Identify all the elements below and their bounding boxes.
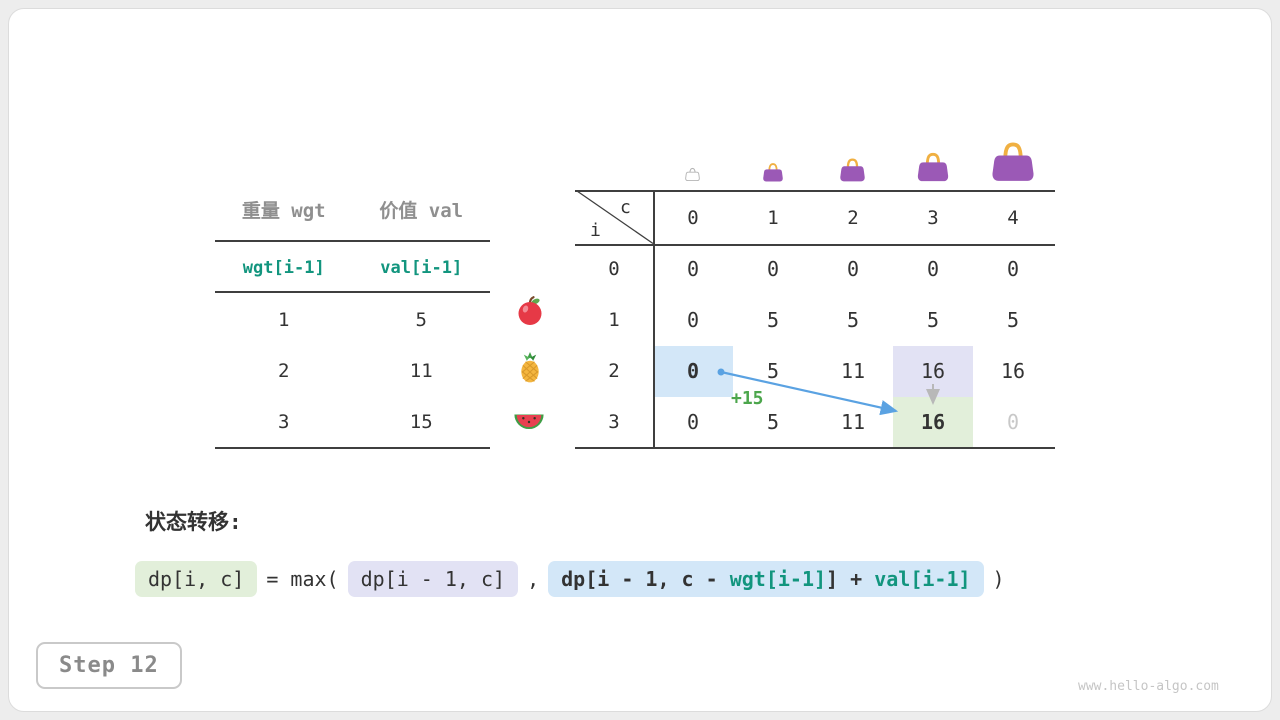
dp-table-line-bottom	[575, 447, 1055, 449]
item-val: 15	[409, 411, 433, 433]
items-table-row-1: 1 5	[215, 302, 490, 338]
item-wgt: 1	[278, 309, 290, 331]
dp-corner-row-var: i	[590, 220, 601, 241]
formula-arg-keep: dp[i - 1, c]	[347, 561, 519, 597]
dp-cell: 11	[840, 410, 866, 434]
dp-cell: 5	[846, 308, 860, 332]
formula-equals-max: = max(	[266, 567, 339, 591]
dp-row-header: 2	[608, 360, 620, 382]
dp-highlight-current-cell	[893, 397, 973, 448]
formula-arg-take: dp[i - 1, c - wgt[i-1]] + val[i-1]	[548, 561, 984, 597]
items-header-value: 价值 val	[379, 200, 464, 222]
formula-lhs: dp[i, c]	[135, 561, 258, 597]
items-table-code-row: wgt[i-1] val[i-1]	[215, 250, 490, 286]
items-table-header: 重量 wgt 价值 val	[215, 193, 490, 229]
dp-col-header: 3	[927, 207, 939, 229]
dp-cell: 0	[1006, 257, 1020, 281]
dp-table-line-vertical	[653, 190, 655, 448]
dp-cell: 5	[1006, 308, 1020, 332]
bag-icon-4	[990, 140, 1036, 182]
formula-arg-take-part3: ] +	[826, 567, 875, 591]
items-table-row-3: 3 15	[215, 404, 490, 440]
items-table-line-mid	[215, 291, 490, 293]
dp-row-header: 3	[608, 411, 620, 433]
item-wgt: 3	[278, 411, 290, 433]
items-code-wgt: wgt[i-1]	[242, 258, 325, 278]
bag-icon-3	[916, 151, 950, 182]
formula-close-paren: )	[992, 567, 1005, 591]
dp-cell-pending: 0	[1006, 410, 1020, 434]
item-val: 11	[409, 360, 433, 382]
dp-cell: 5	[766, 410, 780, 434]
apple-icon	[514, 295, 546, 327]
step-badge: Step 12	[36, 642, 182, 689]
dp-col-header: 4	[1007, 207, 1019, 229]
items-table-row-2: 2 11	[215, 353, 490, 389]
dp-cell: 11	[840, 359, 866, 383]
dp-cell-current: 16	[920, 410, 946, 434]
dp-row-1: 0 5 5 5 5	[653, 295, 1053, 346]
state-transition-label: 状态转移:	[145, 510, 242, 534]
dp-cell: 0	[846, 257, 860, 281]
dp-cell: 16	[1000, 359, 1026, 383]
dp-table-line-top	[575, 190, 1055, 192]
dp-cell: 0	[686, 257, 700, 281]
items-header-weight: 重量 wgt	[241, 200, 326, 222]
bag-icon-1	[762, 162, 784, 182]
formula-arg-take-wgt: wgt[i-1]	[729, 567, 827, 591]
dp-cell-above: 16	[920, 359, 946, 383]
dp-row-header: 0	[608, 258, 620, 280]
formula-arg-take-part1: dp[i - 1, c -	[561, 567, 730, 591]
pineapple-icon	[514, 352, 546, 384]
item-val: 5	[415, 309, 427, 331]
dp-row-header: 1	[608, 309, 620, 331]
items-table-line-top	[215, 240, 490, 242]
items-table-line-bottom	[215, 447, 490, 449]
dp-table-line-header	[575, 244, 1055, 246]
formula-arg-take-val: val[i-1]	[874, 567, 971, 591]
dp-cell: 0	[766, 257, 780, 281]
dp-col-header: 1	[767, 207, 779, 229]
dp-col-header: 2	[847, 207, 859, 229]
item-wgt: 2	[278, 360, 290, 382]
items-code-val: val[i-1]	[380, 258, 463, 278]
dp-cell-source: 0	[686, 359, 700, 383]
dp-row-3: 0 5 11 16 0	[653, 397, 1053, 448]
dp-cell: 5	[926, 308, 940, 332]
formula-separator: ,	[527, 567, 540, 591]
site-watermark: www.hello-algo.com	[1078, 679, 1219, 694]
transition-formula: dp[i, c] = max( dp[i - 1, c] , dp[i - 1,…	[135, 561, 1005, 597]
dp-row-0: 0 0 0 0 0	[653, 244, 1053, 295]
dp-col-headers: 0 1 2 3 4	[653, 193, 1053, 244]
dp-cell: 0	[686, 308, 700, 332]
watermelon-icon	[513, 406, 545, 438]
transition-value-annotation: +15	[731, 388, 764, 409]
dp-col-header: 0	[687, 207, 699, 229]
bag-icon-0	[685, 167, 700, 181]
dp-cell: 5	[766, 308, 780, 332]
dp-cell: 0	[686, 410, 700, 434]
bag-icon-2	[839, 157, 866, 182]
dp-row-2: 0 5 11 16 16	[653, 346, 1053, 397]
dp-cell: 0	[926, 257, 940, 281]
dp-corner-col-var: c	[620, 197, 631, 218]
